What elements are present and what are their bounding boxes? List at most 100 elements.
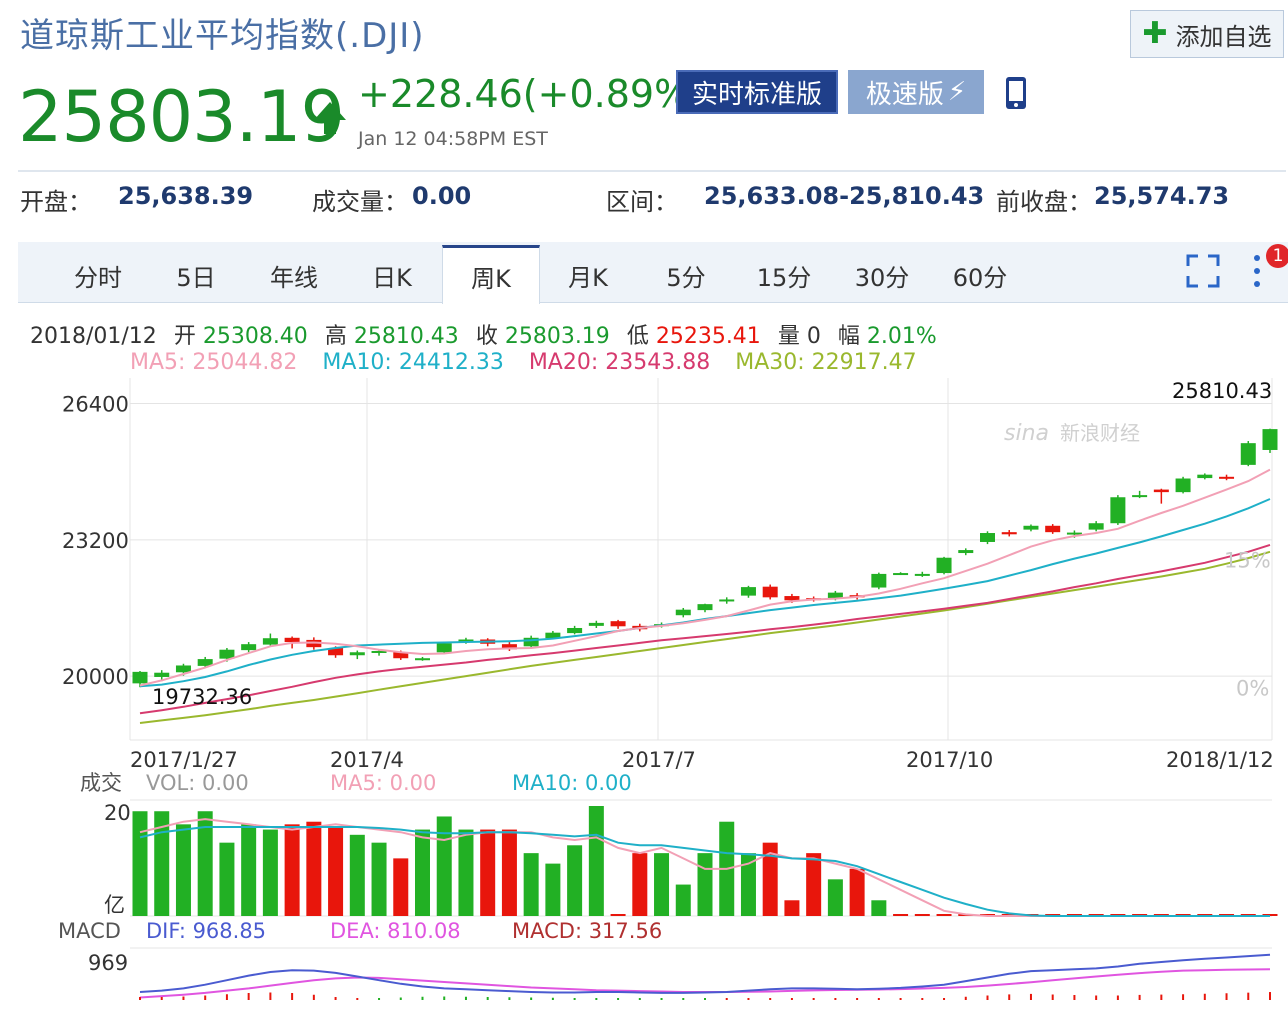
add-watchlist-label: 添加自选 xyxy=(1175,22,1272,51)
tab-9[interactable]: 60分 xyxy=(952,263,1008,292)
info-open: 25308.40 xyxy=(202,324,308,349)
tab-0[interactable]: 分时 xyxy=(74,263,122,292)
add-watchlist-button[interactable]: ✚ 添加自选 xyxy=(1130,10,1284,58)
volume-bar xyxy=(871,900,887,916)
volume-bar xyxy=(480,829,496,916)
macd-y-tick: 969 xyxy=(88,951,128,975)
info-high-label: 高 xyxy=(324,324,347,349)
volume-bar xyxy=(806,853,822,916)
tab-7[interactable]: 15分 xyxy=(756,263,812,292)
volume-bar xyxy=(523,853,539,916)
candle-body xyxy=(175,665,191,673)
kline-chart[interactable]: 26400 23200 20000 15% 0% 新浪财经 sina 25810.43 1973… xyxy=(0,370,1288,1016)
volume-bar xyxy=(371,842,387,916)
tab-5[interactable]: 月K xyxy=(568,263,608,292)
y-tick-label: 20000 xyxy=(62,665,129,689)
volume-bar xyxy=(306,821,322,916)
volume-bar xyxy=(697,853,713,916)
arrow-up-icon xyxy=(314,102,346,134)
candle-body xyxy=(284,637,300,643)
x-tick-label: 2017/7 xyxy=(622,748,696,772)
pct-tick-label: 15% xyxy=(1224,548,1271,572)
sina-logo: sina xyxy=(1004,421,1049,446)
candle-body xyxy=(306,639,322,648)
ohlc-info-row: 2018/01/12 开 25308.40 高 25810.43 收 25803… xyxy=(30,318,937,350)
candle-body xyxy=(1045,525,1061,533)
candle-body xyxy=(697,604,713,611)
volume-value: 0.00 xyxy=(412,182,472,210)
candle-body xyxy=(241,644,257,651)
candle-body xyxy=(1240,443,1256,465)
candle-body xyxy=(415,658,430,661)
volume-bar xyxy=(349,834,365,916)
candle-body xyxy=(1066,532,1082,535)
more-icon[interactable] xyxy=(1250,254,1264,288)
info-vol-label: 量 xyxy=(777,324,800,349)
page-title: 道琼斯工业平均指数(.DJI) xyxy=(20,16,425,56)
candle-body xyxy=(1197,474,1213,479)
volume-bar xyxy=(545,863,561,916)
candle-body xyxy=(980,533,995,542)
ma20-line xyxy=(139,543,1271,715)
candle-body xyxy=(393,652,409,659)
volume-bar xyxy=(393,858,409,916)
info-close-label: 收 xyxy=(475,324,498,349)
price-change: +228.46(+0.89%) xyxy=(358,72,706,116)
candle-body xyxy=(219,649,235,659)
max-annotation: 25810.43 xyxy=(1172,379,1272,403)
candle-body xyxy=(458,639,474,642)
tab-3[interactable]: 日K xyxy=(372,263,412,292)
volume-bar xyxy=(436,816,452,916)
ma10-legend: MA10: 24412.33 xyxy=(322,350,504,375)
volume-bar xyxy=(654,853,670,916)
info-low-label: 低 xyxy=(626,324,649,349)
volume-bar xyxy=(762,842,778,916)
tab-6[interactable]: 5分 xyxy=(666,263,706,292)
lightning-icon: ⚡ xyxy=(947,77,967,107)
mobile-icon[interactable] xyxy=(1004,76,1028,110)
pct-tick-label: 0% xyxy=(1236,677,1269,701)
ma5-line xyxy=(139,468,1271,687)
plus-icon: ✚ xyxy=(1142,16,1168,51)
volume-bar xyxy=(219,842,235,916)
x-tick-label: 2017/4 xyxy=(330,748,404,772)
tab-1[interactable]: 5日 xyxy=(176,263,216,292)
candle-body xyxy=(719,599,735,602)
open-label: 开盘： xyxy=(20,188,92,216)
volume-ma5-legend: MA5: 0.00 xyxy=(330,771,436,795)
fast-version-button[interactable]: 极速版 ⚡ xyxy=(848,70,984,114)
prev-close-label: 前收盘： xyxy=(996,188,1092,216)
prev-close-value: 25,574.73 xyxy=(1094,182,1230,210)
candle-body xyxy=(1262,429,1278,450)
volume-ma10-line xyxy=(139,826,1270,917)
volume-y-tick: 20 xyxy=(104,801,131,825)
ma5-legend: MA5: 25044.82 xyxy=(130,350,298,375)
tab-8[interactable]: 30分 xyxy=(854,263,910,292)
candle-body xyxy=(1110,497,1126,524)
candle-body xyxy=(610,621,626,627)
volume-bar xyxy=(241,824,257,916)
info-low: 25235.41 xyxy=(655,324,761,349)
volume-bar xyxy=(415,829,430,916)
candle-body xyxy=(328,648,344,656)
ma20-legend: MA20: 23543.88 xyxy=(528,350,711,375)
candle-body xyxy=(1088,523,1104,530)
volume-ma10-legend: MA10: 0.00 xyxy=(512,771,632,795)
candle-body xyxy=(349,652,365,656)
tab-4[interactable]: 周K xyxy=(442,245,540,304)
macd-title: MACD xyxy=(58,919,121,943)
tab-2[interactable]: 年线 xyxy=(270,263,318,292)
volume-bar xyxy=(632,853,648,916)
volume-bar xyxy=(567,845,583,916)
macd-value-legend: MACD: 317.56 xyxy=(512,919,662,943)
standard-version-button[interactable]: 实时标准版 xyxy=(676,70,838,114)
watermark-text: 新浪财经 xyxy=(1060,421,1140,445)
volume-bar xyxy=(284,824,300,916)
fullscreen-icon[interactable] xyxy=(1186,254,1220,288)
candle-body xyxy=(871,573,887,588)
candle-body xyxy=(197,659,213,666)
chart-tab-bar xyxy=(18,242,1288,303)
candle-body xyxy=(675,609,691,616)
volume-bar xyxy=(197,811,213,916)
macd-dea-legend: DEA: 810.08 xyxy=(330,919,461,943)
